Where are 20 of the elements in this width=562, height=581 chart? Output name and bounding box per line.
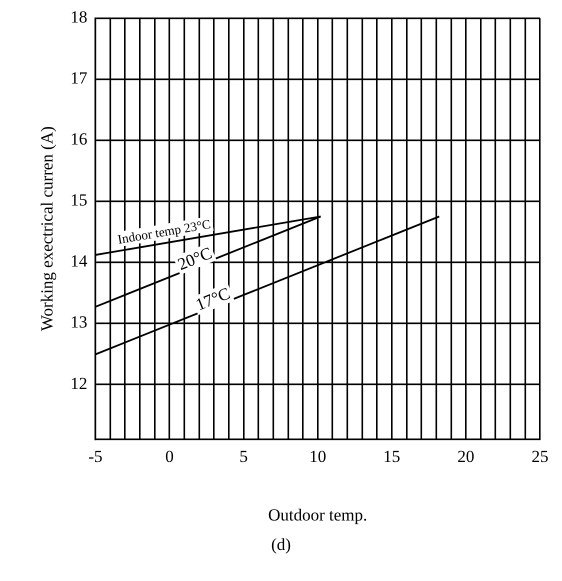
y-tick-label: 17 bbox=[70, 68, 88, 88]
y-axis-title: Working exectrical curren (A) bbox=[38, 126, 57, 332]
x-tick-label: 25 bbox=[532, 446, 548, 466]
x-axis-title: Outdoor temp. bbox=[268, 505, 368, 524]
text: Indoor temp 23°C bbox=[116, 216, 212, 247]
x-tick-label: 0 bbox=[165, 446, 174, 466]
text: 20°C bbox=[175, 243, 215, 274]
x-tick-label: 15 bbox=[383, 446, 400, 466]
y-tick-label: 14 bbox=[70, 252, 88, 271]
x-tick-label: 10 bbox=[309, 446, 326, 466]
y-tick-label: 18 bbox=[70, 8, 88, 27]
x-tick-label: 20 bbox=[457, 446, 474, 466]
y-tick-label: 12 bbox=[70, 374, 88, 393]
x-tick-label: 5 bbox=[239, 446, 248, 466]
x-tick-label: -5 bbox=[88, 446, 102, 466]
y-tick-label: 15 bbox=[70, 190, 88, 210]
y-tick-label: 16 bbox=[70, 130, 88, 149]
text: 17°C bbox=[193, 284, 233, 314]
y-tick-label: 13 bbox=[70, 312, 88, 332]
text: (d) bbox=[270, 535, 292, 555]
